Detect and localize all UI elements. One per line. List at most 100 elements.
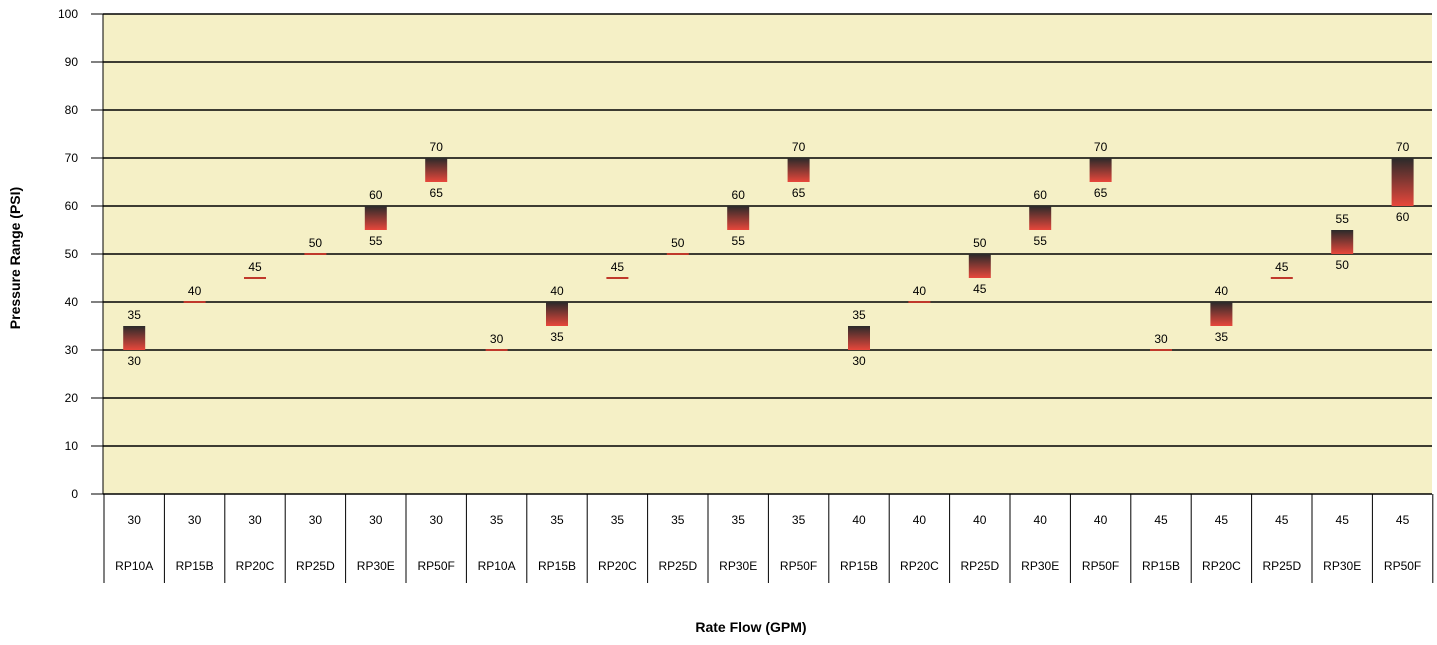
x-flow-label: 30: [128, 513, 142, 527]
x-flow-label: 40: [1034, 513, 1048, 527]
y-tick-label: 90: [65, 55, 79, 69]
range-bar: [1210, 302, 1233, 326]
bar-high-label: 60: [369, 188, 383, 202]
x-model-label: RP25D: [296, 559, 335, 573]
range-bars: [123, 158, 1414, 351]
range-bar: [546, 302, 568, 326]
bar-high-label: 60: [732, 188, 746, 202]
x-flow-label: 30: [248, 513, 262, 527]
range-bar: [123, 326, 146, 350]
x-flow-label: 45: [1154, 513, 1168, 527]
range-bar: [425, 158, 448, 182]
x-model-label: RP50F: [780, 559, 817, 573]
bar-high-label: 40: [550, 284, 564, 298]
x-model-label: RP20C: [1202, 559, 1241, 573]
gridlines: [91, 13, 1432, 495]
range-bar: [848, 326, 870, 350]
bar-high-label: 35: [852, 308, 866, 322]
bar-value-label: 45: [248, 260, 262, 274]
range-bar: [968, 254, 991, 278]
x-model-label: RP10A: [478, 559, 516, 573]
x-flow-label: 40: [973, 513, 987, 527]
bar-high-label: 55: [1336, 212, 1350, 226]
x-model-label: RP25D: [658, 559, 697, 573]
x-model-label: RP10A: [115, 559, 153, 573]
x-flow-label: 45: [1215, 513, 1229, 527]
x-flow-label: 45: [1275, 513, 1289, 527]
bar-high-label: 70: [1094, 140, 1108, 154]
x-flow-label: 30: [369, 513, 383, 527]
x-flow-label: 45: [1396, 513, 1410, 527]
y-tick-label: 40: [65, 295, 79, 309]
y-tick-label: 30: [65, 343, 79, 357]
y-tick-label: 70: [65, 151, 79, 165]
y-tick-label: 20: [65, 391, 79, 405]
y-tick-label: 100: [58, 7, 78, 21]
bar-low-label: 65: [430, 186, 444, 200]
x-flow-label: 35: [732, 513, 746, 527]
x-model-label: RP30E: [1323, 559, 1361, 573]
x-flow-label: 35: [671, 513, 685, 527]
y-tick-label: 0: [71, 487, 78, 501]
bar-low-label: 35: [550, 330, 564, 344]
range-bar: [1391, 158, 1414, 206]
x-flow-label: 30: [188, 513, 202, 527]
x-model-label: RP30E: [1021, 559, 1059, 573]
bar-high-label: 50: [973, 236, 987, 250]
bar-high-label: 35: [128, 308, 142, 322]
bar-low-label: 55: [1034, 234, 1048, 248]
x-flow-label: 35: [550, 513, 564, 527]
x-model-label: RP20C: [598, 559, 637, 573]
x-model-label: RP30E: [357, 559, 395, 573]
bar-value-label: 30: [490, 332, 504, 346]
range-bar: [364, 206, 387, 230]
x-flow-label: 35: [490, 513, 504, 527]
range-bar: [1029, 206, 1052, 230]
bar-low-label: 35: [1215, 330, 1229, 344]
bar-value-label: 45: [1275, 260, 1289, 274]
x-flow-label: 35: [611, 513, 625, 527]
x-model-label: RP20C: [236, 559, 275, 573]
bar-low-label: 55: [732, 234, 746, 248]
bar-value-label: 50: [671, 236, 685, 250]
bar-value-label: 40: [913, 284, 927, 298]
x-model-label: RP50F: [1082, 559, 1119, 573]
bar-low-label: 65: [1094, 186, 1108, 200]
bar-high-label: 70: [430, 140, 444, 154]
bar-low-label: 30: [852, 354, 866, 368]
range-bar: [727, 206, 750, 230]
x-model-label: RP30E: [719, 559, 757, 573]
bar-low-label: 65: [792, 186, 806, 200]
x-model-label: RP20C: [900, 559, 939, 573]
bar-low-label: 30: [128, 354, 142, 368]
range-bar: [1089, 158, 1112, 182]
bar-value-label: 30: [1154, 332, 1168, 346]
y-tick-label: 50: [65, 247, 79, 261]
y-tick-label: 80: [65, 103, 79, 117]
x-flow-label: 40: [852, 513, 866, 527]
x-flow-label: 40: [1094, 513, 1108, 527]
bar-low-label: 60: [1396, 210, 1410, 224]
x-model-label: RP50F: [1384, 559, 1421, 573]
x-model-label: RP50F: [418, 559, 455, 573]
x-model-label: RP15B: [176, 559, 214, 573]
range-bar: [1331, 230, 1354, 254]
bar-value-label: 50: [309, 236, 323, 250]
y-tick-label: 60: [65, 199, 79, 213]
x-axis-title: Rate Flow (GPM): [695, 619, 806, 635]
x-flow-label: 45: [1336, 513, 1350, 527]
y-tick-labels: 0 10 20 30 40 50 60 70 80 90 100: [58, 7, 78, 501]
bar-value-label: 40: [188, 284, 202, 298]
bar-low-label: 50: [1336, 258, 1350, 272]
x-category-table: 30 RP10A 30 RP15B 30 RP20C 30 RP25D 30 RP30E 30 RP5…: [103, 494, 1434, 583]
bar-high-label: 40: [1215, 284, 1229, 298]
bar-high-label: 60: [1034, 188, 1048, 202]
x-flow-label: 30: [309, 513, 323, 527]
x-flow-label: 35: [792, 513, 806, 527]
x-model-label: RP15B: [840, 559, 878, 573]
bar-high-label: 70: [792, 140, 806, 154]
x-flow-label: 30: [430, 513, 444, 527]
range-bar: [787, 158, 810, 182]
